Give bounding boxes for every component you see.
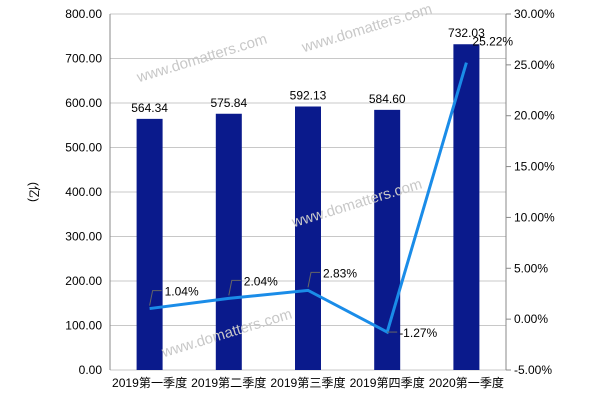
bar-data-label: 732.03 [448,26,485,40]
y2-tick-label: 15.00% [514,160,555,174]
bar-data-label: 584.60 [369,92,406,106]
line-data-label: 25.22% [472,35,513,49]
x-tick-label: 2019第四季度 [350,375,425,390]
y-tick-label: 0.00 [79,363,103,377]
x-tick-label: 2019第一季度 [112,375,187,390]
y-axis-title: (亿) [27,182,42,202]
bar [453,44,480,371]
y-tick-label: 200.00 [65,274,102,288]
y-tick-label: 300.00 [65,230,102,244]
line-data-label: 1.04% [165,285,199,299]
y-tick-label: 600.00 [65,96,102,110]
y2-tick-label: 25.00% [514,58,555,72]
y-tick-label: 700.00 [65,52,102,66]
y-tick-label: 100.00 [65,319,102,333]
bar-data-label: 575.84 [210,96,247,110]
y2-tick-label: -5.00% [514,363,552,377]
x-tick-label: 2019第二季度 [191,375,266,390]
bar [215,113,242,371]
x-tick-label: 2020第一季度 [429,375,504,390]
y2-tick-label: 20.00% [514,109,555,123]
line-data-label: -1.27% [399,326,437,340]
x-tick-label: 2019第三季度 [270,375,345,390]
y-tick-label: 500.00 [65,141,102,155]
leader-line [307,271,320,288]
y-tick-label: 800.00 [65,7,102,21]
y2-tick-label: 10.00% [514,210,555,224]
line-data-label: 2.83% [323,266,357,280]
y2-tick-label: 30.00% [514,7,555,21]
leader-line [149,290,162,306]
bar-data-label: 592.13 [290,89,327,103]
y2-tick-label: 5.00% [514,261,548,275]
y-tick-label: 400.00 [65,185,102,199]
line-series [149,62,468,335]
bar [136,118,163,370]
bar-data-label: 564.34 [131,101,168,115]
bar [295,106,321,371]
line-data-label: 2.04% [244,274,278,288]
leader-line [228,279,241,296]
y2-tick-label: 0.00% [514,312,548,326]
